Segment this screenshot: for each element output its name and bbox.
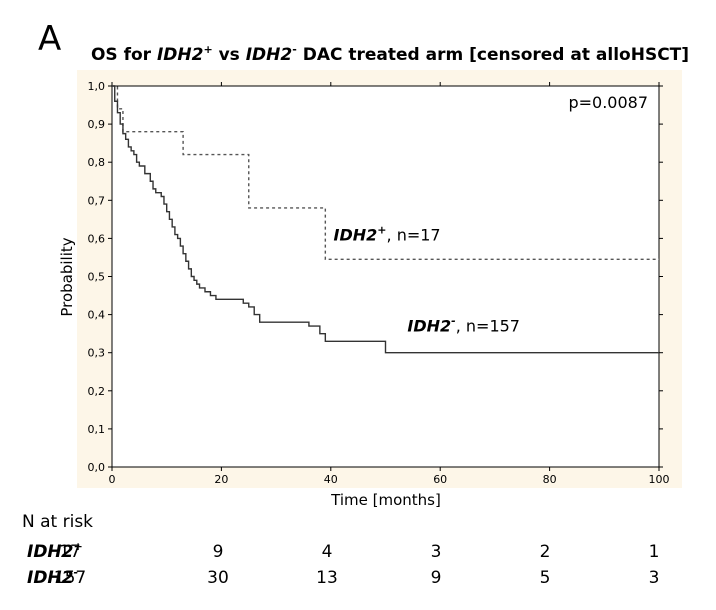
risk-value: 17 [59, 542, 81, 562]
y-tick-label: 0,6 [88, 232, 106, 245]
risk-value: 30 [207, 568, 229, 588]
x-tick-label: 20 [214, 473, 228, 486]
risk-value: 157 [54, 568, 86, 588]
y-axis-label: Probability [58, 237, 76, 316]
risk-row-label: IDH2+ [27, 540, 83, 562]
panel-letter: A [38, 19, 61, 59]
risk-table-heading: N at risk [22, 512, 93, 532]
y-tick-label: 0,9 [88, 118, 106, 131]
survival-curves [112, 85, 659, 354]
title-gene-1: IDH2 [157, 45, 204, 65]
plot-frame [111, 85, 660, 468]
x-tick-label: 60 [433, 473, 447, 486]
risk-value: 1 [649, 542, 660, 562]
y-tick-label: 1,0 [88, 80, 106, 93]
y-tick-label: 0,1 [88, 423, 106, 436]
x-tick-label: 100 [649, 473, 670, 486]
y-tick-label: 0,4 [88, 309, 106, 322]
title-text-3: DAC treated arm [censored at alloHSCT] [297, 45, 689, 65]
title-sup-1: + [203, 43, 212, 56]
risk-row-label: IDH2- [27, 566, 78, 588]
chart-title: OS for IDH2+ vs IDH2- DAC treated arm [c… [91, 43, 689, 65]
risk-value: 3 [431, 542, 442, 562]
x-tick-label: 80 [543, 473, 557, 486]
y-tick-label: 0,7 [88, 194, 106, 207]
y-tick-label: 0,0 [88, 461, 106, 474]
risk-value: 9 [431, 568, 442, 588]
x-axis-label: Time [months] [330, 491, 441, 509]
x-tick-label: 40 [324, 473, 338, 486]
p-value: p=0.0087 [568, 93, 648, 112]
title-sup-2: - [292, 43, 297, 56]
risk-value: 2 [540, 542, 551, 562]
x-axis: 0 20 40 60 80 100 [109, 82, 670, 486]
survival-curve-idh2-negative [112, 85, 659, 354]
y-axis: 0,0 0,1 0,2 0,3 0,4 0,5 0,6 0,7 0,8 0,9 1,0 [88, 80, 663, 474]
title-text-1: OS for [91, 45, 157, 65]
risk-value: 13 [316, 568, 338, 588]
risk-table: IDH2+17 9 4 3 2 1 IDH2-157 30 13 9 5 3 [27, 540, 659, 588]
risk-value: 4 [322, 542, 333, 562]
title-gene-2: IDH2 [246, 45, 293, 65]
y-tick-label: 0,3 [88, 347, 106, 360]
risk-value: 9 [213, 542, 224, 562]
y-tick-label: 0,8 [88, 156, 106, 169]
risk-value: 3 [649, 568, 660, 588]
y-tick-label: 0,2 [88, 385, 106, 398]
risk-value: 5 [540, 568, 551, 588]
title-text-2: vs [213, 45, 246, 65]
curve-annotations: IDH2+, n=17 IDH2-, n=157 [334, 223, 520, 335]
curve-label-0: IDH2+, n=17 [334, 223, 441, 244]
x-tick-label: 0 [109, 473, 116, 486]
y-tick-label: 0,5 [88, 271, 106, 284]
curve-label-1: IDH2-, n=157 [407, 315, 520, 336]
